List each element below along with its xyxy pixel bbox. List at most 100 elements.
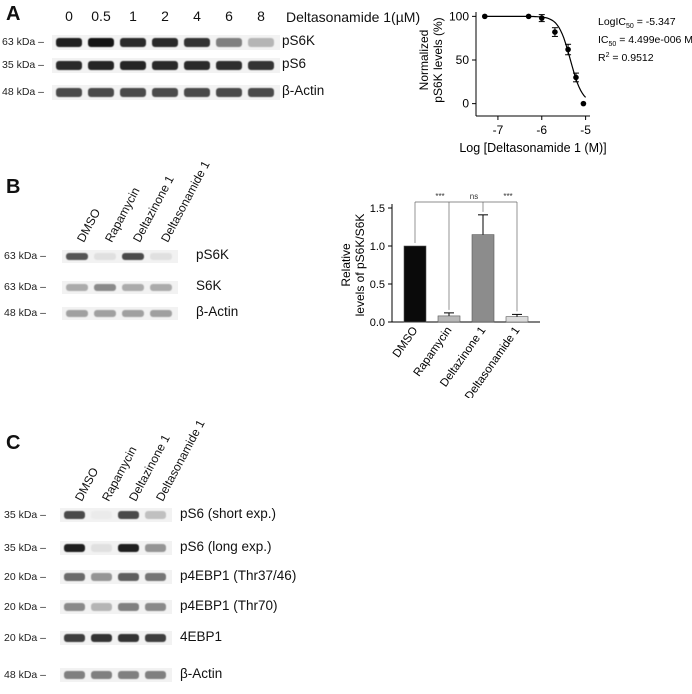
lane-label: DMSO xyxy=(74,206,104,245)
blot-band xyxy=(145,671,166,679)
blot-row-label: pS6 (short exp.) xyxy=(180,506,277,521)
blot-band xyxy=(122,309,144,317)
fit-annotation: LogIC50 = -5.347 xyxy=(598,16,676,30)
mw-marker: 35 kDa – xyxy=(2,59,45,71)
data-point xyxy=(538,15,545,21)
blot-band xyxy=(145,634,166,642)
lane-label: 4 xyxy=(193,8,201,24)
blot-band xyxy=(122,252,144,260)
blot-row-label: S6K xyxy=(196,278,222,293)
mw-marker: 48 kDa – xyxy=(4,669,47,681)
mw-marker: 20 kDa – xyxy=(4,601,47,613)
fit-annotation: R2 = 0.9512 xyxy=(598,52,654,64)
blot-band xyxy=(150,309,172,317)
blot-band xyxy=(248,60,274,70)
mw-marker: 20 kDa – xyxy=(4,571,47,583)
blot-band xyxy=(94,309,116,317)
dose-response-chart: 0 50 100 -7 -6 -5 NormalizedpS6K levels (%) Log… xyxy=(417,9,692,155)
blot-band xyxy=(66,309,88,317)
blot-band xyxy=(94,283,116,291)
blot-band xyxy=(145,573,166,581)
data-point xyxy=(552,29,558,35)
blot-band xyxy=(248,37,274,47)
data-point xyxy=(565,46,571,53)
blot-band xyxy=(248,87,274,97)
lane-label: 2 xyxy=(161,8,169,24)
lane-label: 0 xyxy=(65,8,73,24)
blot-band xyxy=(216,87,242,97)
blot-band xyxy=(118,544,139,552)
y-tick-label: 1.5 xyxy=(370,203,385,215)
blot-row-label: pS6 (long exp.) xyxy=(180,539,272,554)
mw-marker: 48 kDa – xyxy=(2,86,45,98)
blot-band xyxy=(64,671,85,679)
blot-band xyxy=(88,37,114,47)
blot-band xyxy=(184,60,210,70)
category-label: DMSO xyxy=(391,325,421,360)
blot-strip xyxy=(62,306,178,320)
blot-row-label: p4EBP1 (Thr70) xyxy=(180,598,278,613)
mw-marker: 63 kDa – xyxy=(2,36,45,48)
lane-label: 8 xyxy=(257,8,265,24)
blot-band xyxy=(120,60,146,70)
blot-band xyxy=(64,573,85,581)
mw-marker: 35 kDa – xyxy=(4,542,47,554)
blot-band xyxy=(118,511,139,519)
blot-strip xyxy=(60,541,172,555)
blot-strip xyxy=(62,280,178,294)
blot-strip xyxy=(60,631,172,645)
mw-marker: 48 kDa – xyxy=(4,307,47,319)
significance-label: *** xyxy=(435,192,444,201)
data-point xyxy=(573,74,579,81)
blot-band xyxy=(184,37,210,47)
blot-row-label: 4EBP1 xyxy=(180,629,223,644)
blot-strip xyxy=(60,600,172,614)
blot-row-label: β-Actin xyxy=(180,666,223,681)
blot-strip xyxy=(60,570,172,584)
panel-a-treatment-label: Deltasonamide 1(µM) xyxy=(286,9,421,25)
blot-row-label: pS6K xyxy=(282,33,316,48)
panel-b-letter: B xyxy=(6,176,21,198)
x-tick-label: -5 xyxy=(580,123,591,137)
panel-a-letter: A xyxy=(6,3,21,25)
blot-strip xyxy=(60,508,172,522)
significance-label: ns xyxy=(470,192,478,201)
blot-strip xyxy=(60,668,172,682)
y-axis-label: Relativelevels of pS6K/S6K xyxy=(339,214,367,317)
blot-band xyxy=(150,283,172,291)
bar xyxy=(437,315,461,323)
blot-row-label: pS6K xyxy=(196,247,230,262)
blot-strip xyxy=(62,249,178,263)
blot-band xyxy=(64,634,85,642)
blot-row-label: pS6 xyxy=(282,56,307,71)
blot-band xyxy=(152,87,178,97)
y-tick-label: 50 xyxy=(456,53,470,67)
blot-band xyxy=(91,634,112,642)
blot-band xyxy=(64,544,85,552)
data-point xyxy=(580,100,587,107)
y-tick-label: 0.0 xyxy=(370,317,385,329)
lane-label: 0.5 xyxy=(91,8,111,24)
blot-band xyxy=(145,544,166,552)
lane-label: 6 xyxy=(225,8,233,24)
blot-band xyxy=(118,573,139,581)
blot-band xyxy=(150,252,172,260)
fit-curve xyxy=(484,15,587,98)
blot-band xyxy=(120,87,146,97)
blot-band xyxy=(91,544,112,552)
blot-band xyxy=(91,573,112,581)
blot-band xyxy=(64,511,85,519)
x-tick-label: -6 xyxy=(536,123,547,137)
data-point xyxy=(481,13,488,20)
fit-annotation: IC50 = 4.499e-006 M xyxy=(598,34,692,48)
mw-marker: 20 kDa – xyxy=(4,632,47,644)
blot-band xyxy=(216,60,242,70)
blot-row-label: p4EBP1 (Thr37/46) xyxy=(180,568,297,583)
blot-band xyxy=(64,603,85,611)
mw-marker: 35 kDa – xyxy=(4,509,47,521)
x-tick-label: -7 xyxy=(493,123,504,137)
blot-band xyxy=(122,283,144,291)
y-tick-label: 0.5 xyxy=(370,279,385,291)
blot-band xyxy=(152,37,178,47)
